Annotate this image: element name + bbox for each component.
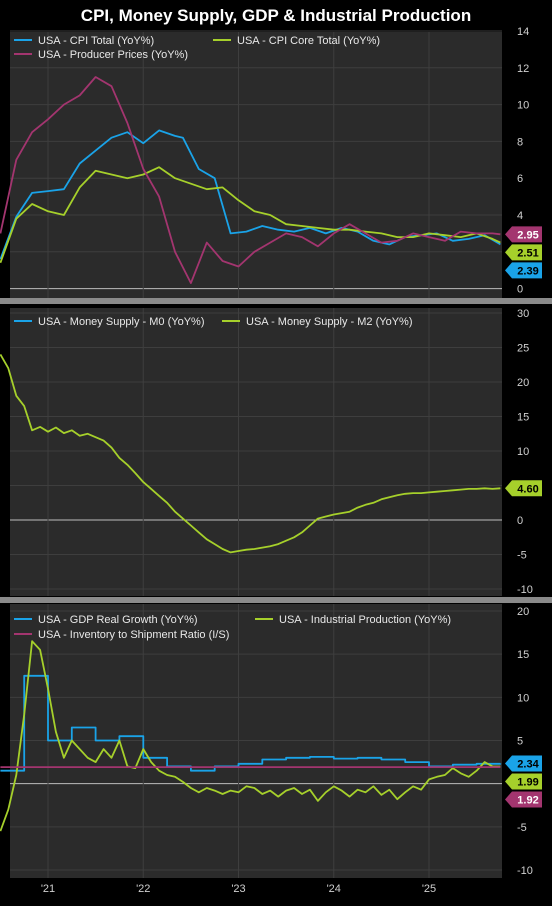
panel-separator	[0, 597, 552, 603]
last-value-badge	[505, 244, 542, 261]
legend-label: USA - CPI Total (YoY%)	[38, 35, 154, 47]
panel-background	[10, 32, 502, 298]
legend-label: USA - Money Supply - M2 (YoY%)	[246, 316, 413, 328]
page-title: CPI, Money Supply, GDP & Industrial Prod…	[80, 6, 472, 25]
series-line	[0, 353, 501, 554]
panel-background	[10, 308, 502, 596]
y-tick-label: 0	[517, 515, 523, 527]
y-tick-label: 15	[517, 649, 529, 661]
legend-label: USA - Money Supply - M0 (YoY%)	[38, 316, 205, 328]
series-line	[0, 166, 501, 264]
y-tick-label: 20	[517, 377, 529, 389]
last-value-label: 4.60	[517, 483, 538, 495]
legend-label: USA - Inventory to Shipment Ratio (I/S)	[38, 629, 229, 641]
legend-label: USA - CPI Core Total (YoY%)	[237, 35, 380, 47]
y-tick-label: -5	[517, 550, 527, 562]
y-tick-label: 8	[517, 136, 523, 148]
x-tick-label: '22	[136, 883, 150, 895]
last-value-label: 2.51	[517, 247, 538, 259]
legend-label: USA - GDP Real Growth (YoY%)	[38, 614, 198, 626]
y-tick-label: -10	[517, 865, 533, 877]
last-value-label: 1.92	[517, 794, 538, 806]
y-tick-label: 0	[517, 284, 523, 296]
x-tick-label: '21	[41, 883, 55, 895]
y-tick-label: 10	[517, 446, 529, 458]
last-value-label: 2.95	[517, 229, 538, 241]
panel-separator	[0, 298, 552, 304]
x-tick-label: '25	[422, 883, 436, 895]
legend-label: USA - Producer Prices (YoY%)	[38, 49, 188, 61]
y-tick-label: 15	[517, 412, 529, 424]
last-value-label: 1.99	[517, 776, 538, 788]
last-value-badge	[505, 791, 542, 808]
series-line	[0, 640, 501, 832]
y-tick-label: 5	[517, 736, 523, 748]
last-value-badge	[505, 755, 542, 772]
last-value-badge	[505, 480, 542, 497]
y-tick-label: 10	[517, 100, 529, 112]
y-tick-label: -10	[517, 584, 533, 596]
series-line	[0, 674, 502, 772]
series-line	[0, 76, 501, 284]
last-value-label: 2.34	[517, 758, 539, 770]
x-tick-label: '23	[231, 883, 245, 895]
y-tick-label: 12	[517, 63, 529, 75]
last-value-badge	[505, 262, 542, 279]
y-tick-label: 30	[517, 308, 529, 320]
y-tick-label: 14	[517, 26, 529, 38]
last-value-badge	[505, 226, 542, 243]
y-tick-label: 6	[517, 173, 523, 185]
y-tick-label: -5	[517, 822, 527, 834]
y-tick-label: 20	[517, 606, 529, 618]
last-value-label: 2.39	[517, 265, 538, 277]
y-tick-label: 10	[517, 692, 529, 704]
y-tick-label: 25	[517, 343, 529, 355]
last-value-badge	[505, 773, 542, 790]
y-tick-label: 4	[517, 210, 523, 222]
legend-label: USA - Industrial Production (YoY%)	[279, 614, 451, 626]
x-tick-label: '24	[327, 883, 341, 895]
